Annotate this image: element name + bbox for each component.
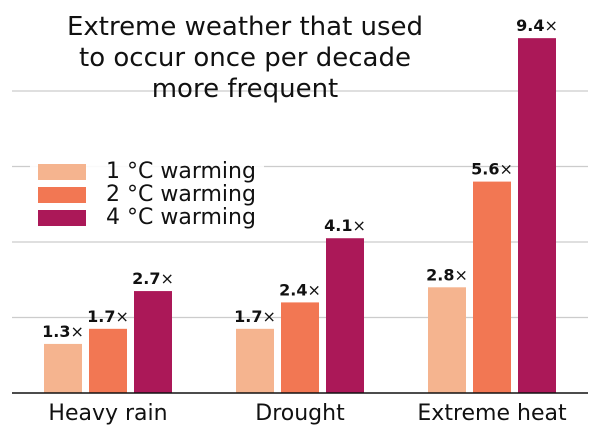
legend-swatch bbox=[38, 209, 86, 226]
data-labels: 1.3×1.7×2.7×1.7×2.4×4.1×2.8×5.6×9.4× bbox=[42, 16, 558, 341]
data-label: 2.8× bbox=[426, 265, 468, 284]
legend-item: 1 °C warming bbox=[38, 159, 256, 184]
bar bbox=[428, 287, 466, 393]
legend-item: 2 °C warming bbox=[38, 182, 256, 207]
bar bbox=[89, 328, 127, 393]
legend-label: 1 °C warming bbox=[106, 159, 256, 184]
bar bbox=[134, 291, 172, 393]
x-tick-label: Extreme heat bbox=[417, 401, 567, 426]
data-label: 2.4× bbox=[279, 280, 321, 299]
legend-swatch bbox=[38, 163, 86, 180]
legend-label: 2 °C warming bbox=[106, 182, 256, 207]
x-tick-label: Drought bbox=[255, 401, 345, 426]
data-label: 2.7× bbox=[132, 269, 174, 288]
bar bbox=[236, 328, 274, 393]
bar bbox=[326, 238, 364, 393]
bar bbox=[473, 181, 511, 393]
bar bbox=[518, 38, 556, 394]
data-label: 1.7× bbox=[234, 307, 276, 326]
bar bbox=[281, 302, 319, 393]
bar bbox=[44, 343, 82, 393]
chart-title: Extreme weather that used to occur once … bbox=[66, 12, 424, 104]
data-label: 4.1× bbox=[324, 216, 366, 235]
legend-swatch bbox=[38, 186, 86, 203]
data-label: 9.4× bbox=[516, 16, 558, 35]
legend-item: 4 °C warming bbox=[38, 205, 256, 230]
x-tick-label: Heavy rain bbox=[48, 401, 167, 426]
legend: 1 °C warming 2 °C warming 4 °C warming bbox=[30, 158, 264, 231]
data-label: 5.6× bbox=[471, 160, 513, 179]
legend-label: 4 °C warming bbox=[106, 205, 256, 230]
x-tick-labels: Heavy rain Drought Extreme heat bbox=[48, 401, 567, 426]
data-label: 1.7× bbox=[87, 307, 129, 326]
data-label: 1.3× bbox=[42, 322, 84, 341]
bars bbox=[44, 38, 556, 394]
